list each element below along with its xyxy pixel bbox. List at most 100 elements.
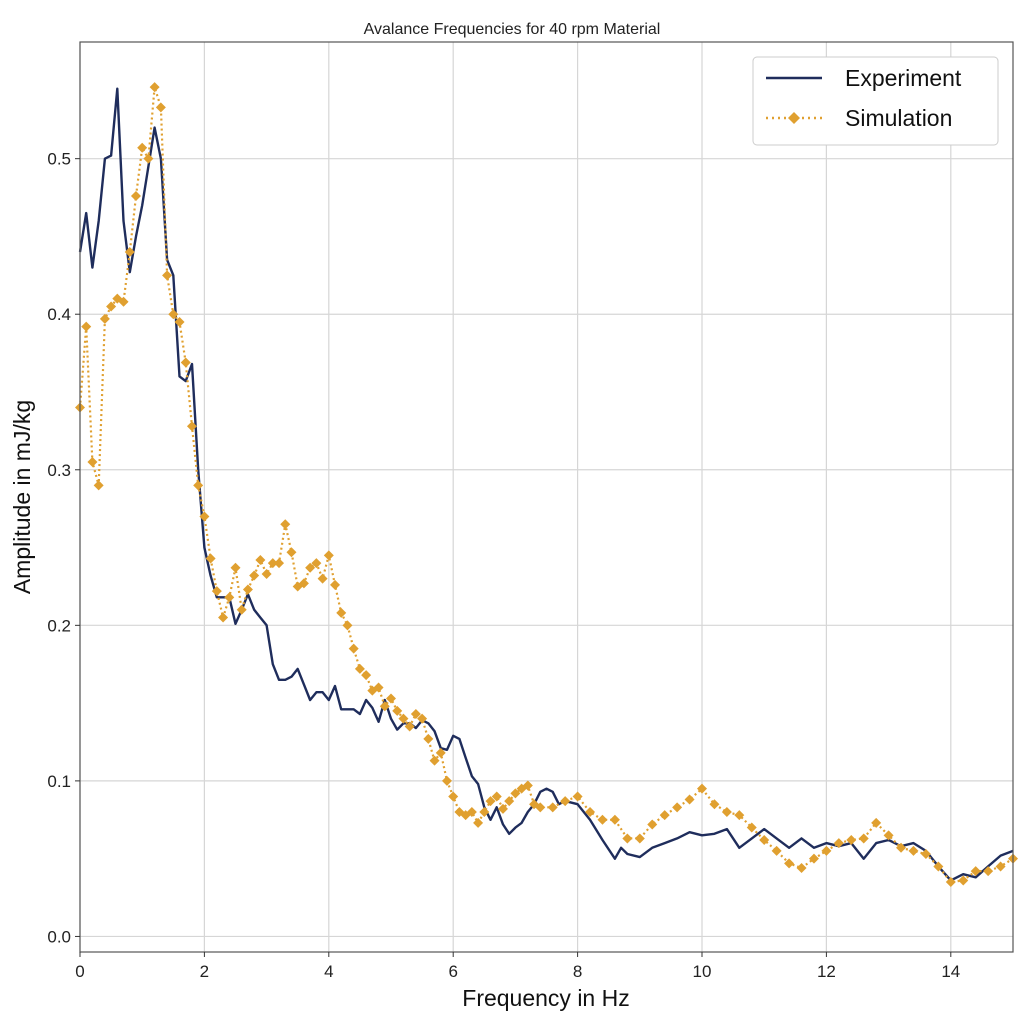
data-point-simulation xyxy=(672,802,683,813)
data-point-simulation xyxy=(311,558,322,569)
data-point-simulation xyxy=(137,142,148,153)
data-point-simulation xyxy=(354,663,365,674)
data-point-simulation xyxy=(920,849,931,859)
data-point-simulation xyxy=(317,573,328,584)
data-point-simulation xyxy=(242,584,253,595)
data-point-simulation xyxy=(473,817,484,828)
data-point-simulation xyxy=(684,794,695,805)
data-point-simulation xyxy=(572,791,583,802)
data-point-simulation xyxy=(647,819,658,830)
data-point-simulation xyxy=(883,830,894,841)
data-point-simulation xyxy=(560,796,571,807)
series-line-simulation xyxy=(78,86,1014,884)
x-tick-label: 6 xyxy=(448,962,457,981)
chart-title: Avalance Frequencies for 40 rpm Material xyxy=(364,21,661,38)
data-point-simulation xyxy=(348,643,359,654)
data-point-simulation xyxy=(497,803,508,814)
data-point-simulation xyxy=(361,670,372,681)
data-point-simulation xyxy=(224,592,235,603)
data-point-simulation xyxy=(410,709,421,719)
y-tick-label: 0.4 xyxy=(47,305,71,324)
data-point-simulation xyxy=(609,814,620,825)
data-point-simulation xyxy=(124,247,135,257)
data-point-simulation xyxy=(174,317,185,327)
data-point-simulation xyxy=(149,82,160,93)
data-point-simulation xyxy=(379,701,390,712)
data-point-simulation xyxy=(448,791,459,802)
data-point-simulation xyxy=(429,755,440,766)
data-point-simulation xyxy=(479,807,490,817)
data-point-simulation xyxy=(522,780,533,791)
data-point-simulation xyxy=(417,713,428,724)
data-point-simulation xyxy=(535,802,546,813)
data-point-simulation xyxy=(342,620,353,631)
data-point-simulation xyxy=(249,570,260,581)
grid xyxy=(79,42,1013,952)
x-axis-label: Frequency in Hz xyxy=(462,985,629,1011)
data-point-simulation xyxy=(373,682,384,693)
data-point-simulation xyxy=(466,807,477,817)
x-tick-label: 2 xyxy=(200,962,209,981)
data-point-simulation xyxy=(983,866,994,877)
data-point-simulation xyxy=(970,866,981,877)
y-axis-label: Amplitude in mJ/kg xyxy=(9,400,35,594)
data-point-simulation xyxy=(280,519,291,530)
series-layer xyxy=(75,82,1018,887)
legend: Experiment Simulation xyxy=(752,56,999,146)
data-point-simulation xyxy=(199,511,210,522)
data-point-simulation xyxy=(305,562,316,573)
data-point-simulation xyxy=(106,301,117,312)
data-point-simulation xyxy=(846,835,857,845)
data-point-simulation xyxy=(659,810,670,821)
data-point-simulation xyxy=(162,270,173,281)
legend-marker-simulation xyxy=(788,112,800,124)
data-point-simulation xyxy=(81,321,92,332)
data-point-simulation xyxy=(821,845,832,856)
data-point-simulation xyxy=(485,796,496,807)
y-tick-label: 0.0 xyxy=(47,927,71,946)
legend-label-simulation: Simulation xyxy=(845,105,952,131)
data-point-simulation xyxy=(298,578,309,589)
data-point-simulation xyxy=(423,733,434,744)
data-point-simulation xyxy=(945,877,956,887)
data-point-simulation xyxy=(180,357,191,368)
data-point-simulation xyxy=(435,747,446,758)
data-point-simulation xyxy=(404,721,415,732)
y-tick-label: 0.2 xyxy=(47,616,71,635)
legend-label-experiment: Experiment xyxy=(845,65,962,91)
series-line-experiment xyxy=(78,87,1014,882)
data-point-simulation xyxy=(274,558,285,569)
data-point-simulation xyxy=(709,799,720,810)
data-point-simulation xyxy=(255,555,266,565)
data-point-simulation xyxy=(858,833,869,844)
data-point-simulation xyxy=(808,853,819,864)
data-point-simulation xyxy=(796,863,807,873)
data-point-simulation xyxy=(205,553,216,564)
data-point-simulation xyxy=(491,791,502,802)
data-point-simulation xyxy=(784,858,795,869)
data-point-simulation xyxy=(908,845,919,856)
y-tick-label: 0.5 xyxy=(47,150,71,169)
y-tick-label: 0.3 xyxy=(47,461,71,480)
data-point-simulation xyxy=(697,783,707,794)
x-tick-label: 8 xyxy=(573,962,582,981)
data-point-simulation xyxy=(330,579,341,590)
data-point-simulation xyxy=(392,705,403,716)
data-point-simulation xyxy=(236,604,247,615)
data-point-simulation xyxy=(833,838,844,849)
data-point-simulation xyxy=(622,833,633,844)
data-point-simulation xyxy=(746,822,757,833)
data-point-simulation xyxy=(130,191,141,201)
x-tick-label: 4 xyxy=(324,962,333,981)
data-point-simulation xyxy=(510,788,521,799)
data-point-simulation xyxy=(386,693,396,704)
data-point-simulation xyxy=(155,102,166,113)
data-point-simulation xyxy=(186,421,197,432)
data-point-simulation xyxy=(261,569,272,579)
data-point-simulation xyxy=(958,875,969,886)
data-point-simulation xyxy=(87,457,98,467)
data-point-simulation xyxy=(547,802,558,813)
data-point-simulation xyxy=(193,480,204,491)
data-point-simulation xyxy=(597,814,608,825)
